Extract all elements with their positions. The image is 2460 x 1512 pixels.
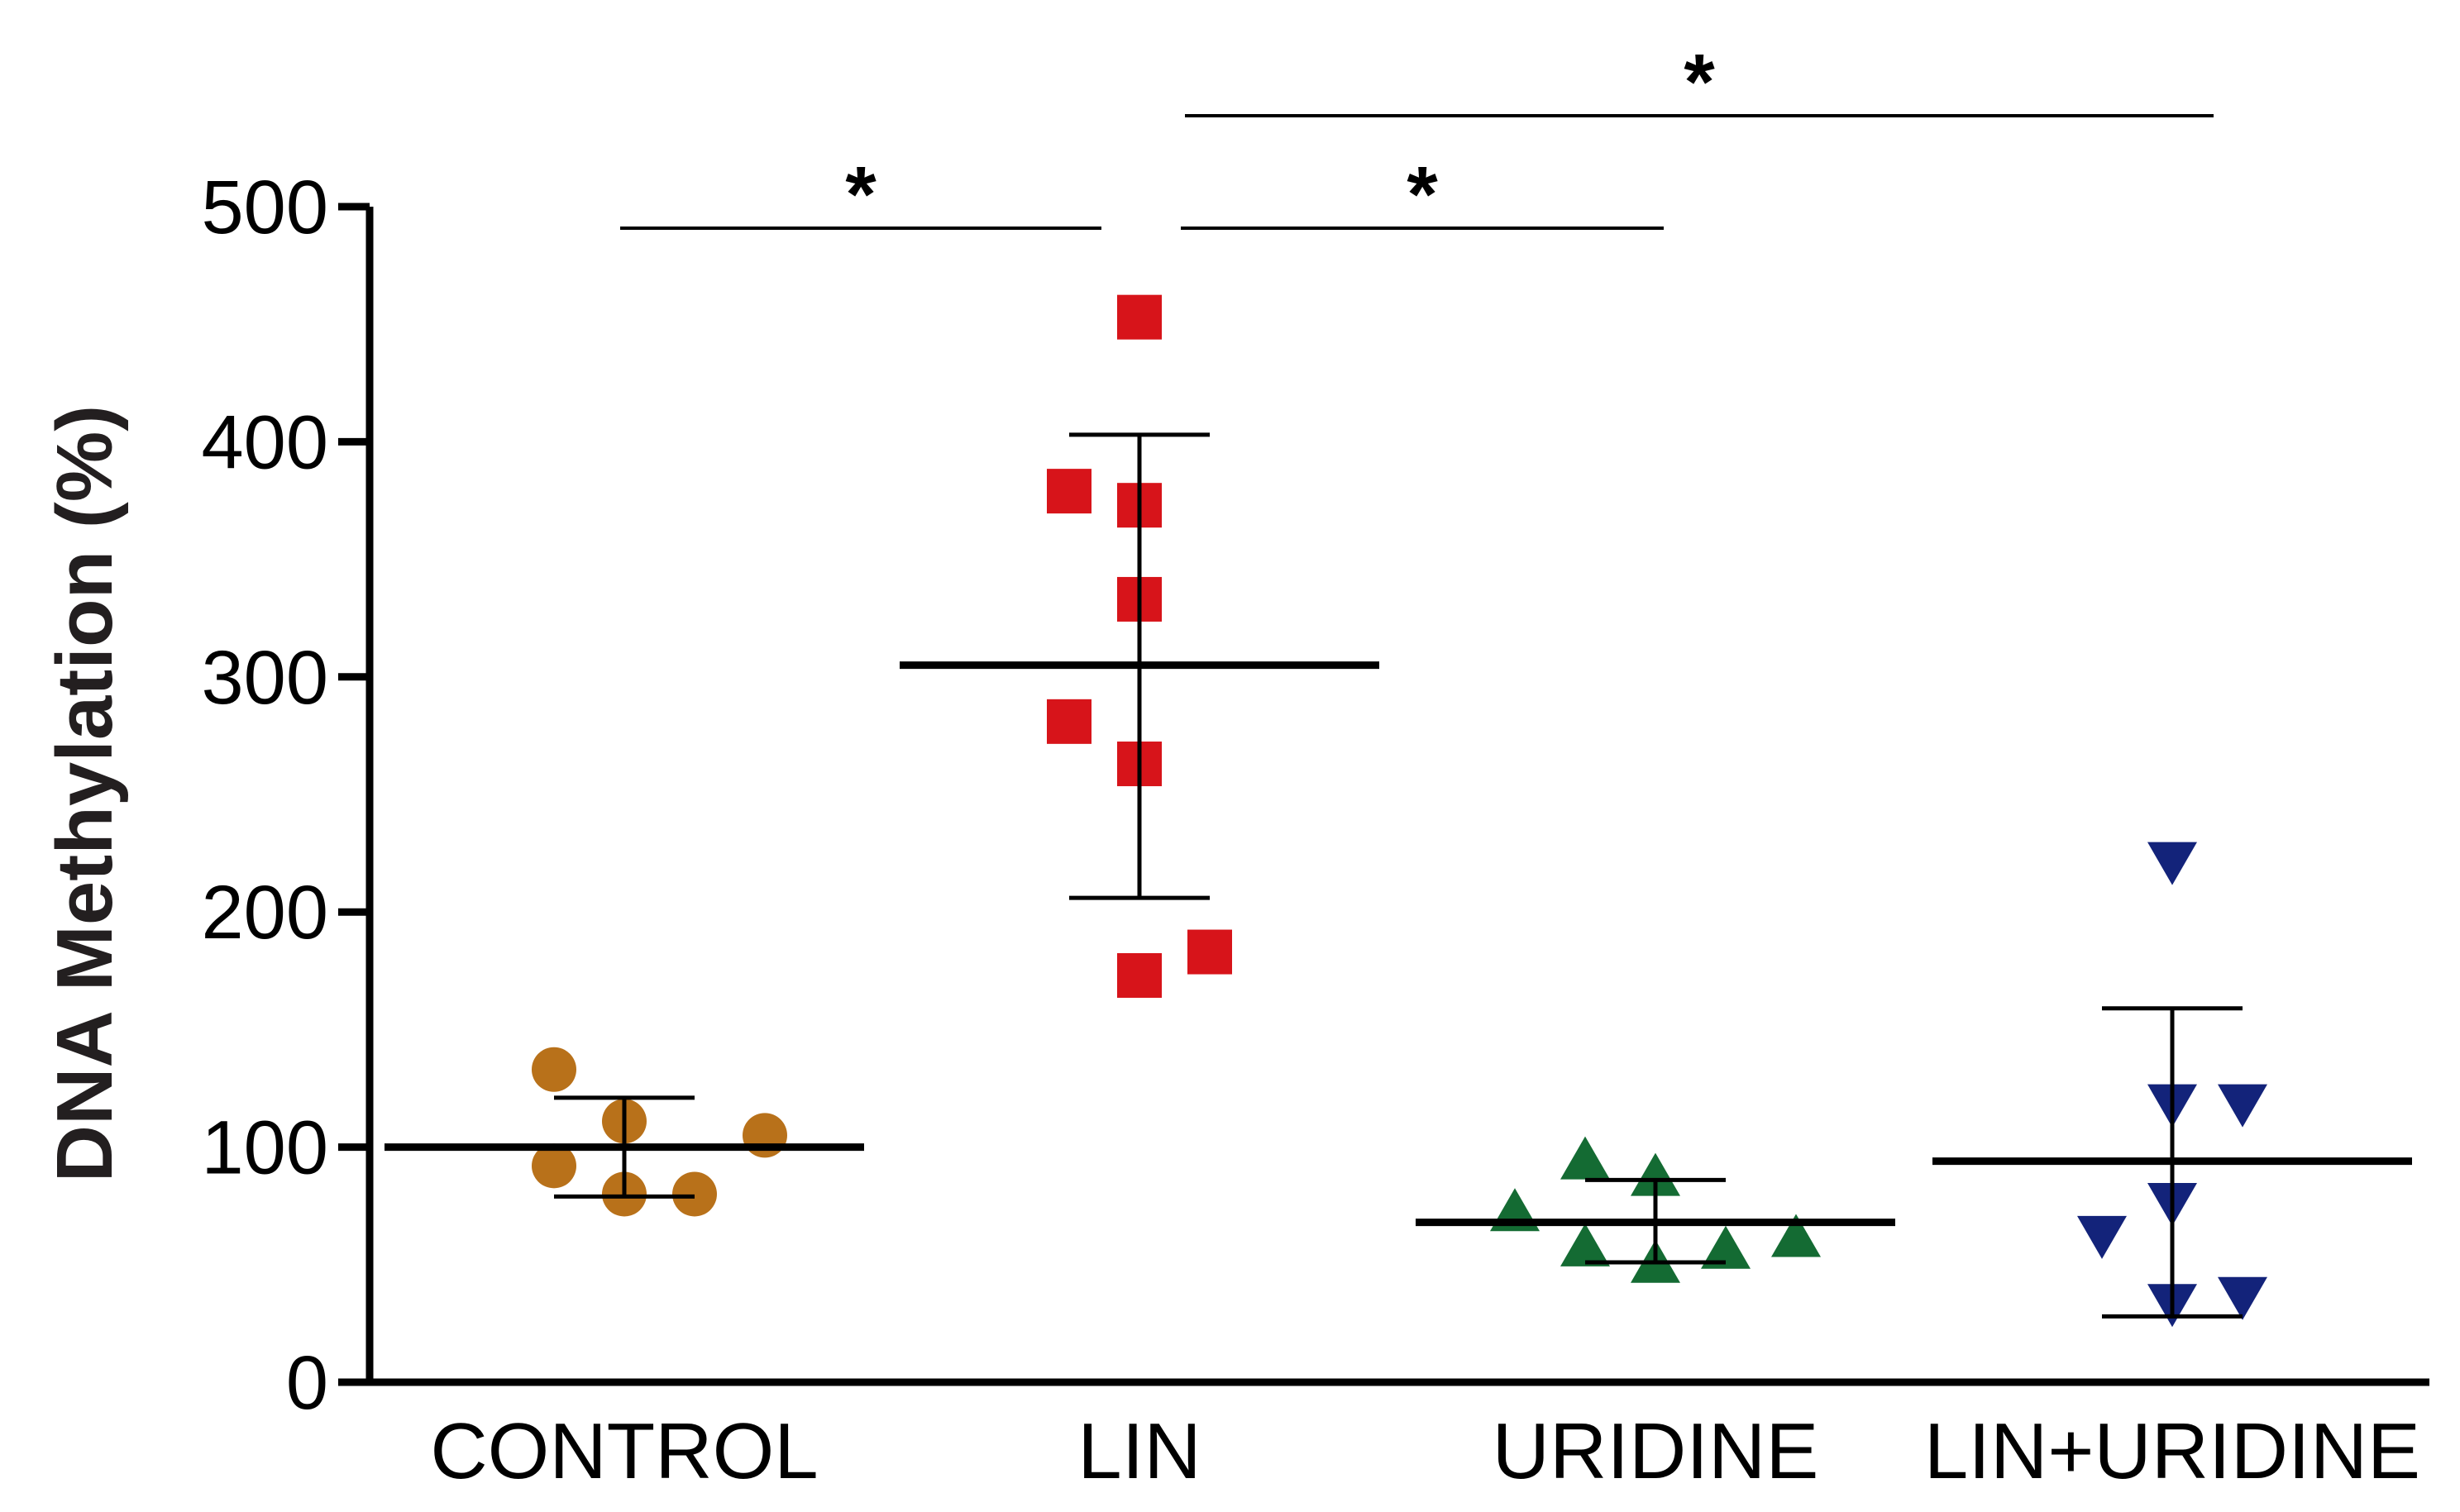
axes [365,207,2429,1386]
y-tick-label: 200 [202,870,329,955]
data-point-circle [532,1047,576,1092]
significance-marker: * [845,150,877,239]
data-point-square [1117,952,1162,998]
data-point-square [1047,469,1091,514]
y-tick-label: 500 [202,165,329,250]
x-category-label: LIN+URIDINE [1924,1407,2420,1495]
data-point-triangle-down [2077,1215,2127,1259]
y-axis-title: DNA Methylation (%) [41,405,129,1182]
x-category-label: URIDINE [1493,1407,1819,1495]
significance-marker: * [1407,150,1438,239]
data-point-triangle-down [2147,842,2197,885]
data-point-square [1117,294,1162,340]
data-point-triangle-up [1631,1152,1680,1196]
data-point-square [1187,929,1232,975]
x-category-label: CONTROL [430,1407,818,1495]
y-tick-label: 400 [202,400,329,484]
data-point-circle [532,1143,576,1189]
significance-marker: * [1684,38,1715,126]
data-point-triangle-down [2218,1276,2267,1320]
significance-brackets: * * * [620,38,2214,239]
data-point-triangle-up [1701,1225,1751,1269]
mean-and-error-bars [385,432,2412,1319]
y-tick-label: 100 [202,1106,329,1190]
y-tick-label: 300 [202,636,329,720]
data-point-square [1047,699,1091,744]
y-tick-label: 0 [286,1341,328,1425]
data-point-triangle-down [2218,1084,2267,1128]
data-point-triangle-up [1560,1223,1610,1266]
y-ticks: 0 100 200 300 400 500 [202,165,370,1425]
data-point-triangle-up [1560,1136,1610,1180]
x-category-label: LIN [1077,1407,1201,1495]
data-point-triangle-up [1771,1214,1821,1257]
data-points [532,294,2267,1328]
data-point-circle [672,1171,717,1217]
x-category-labels: CONTROL LIN URIDINE LIN+URIDINE [430,1407,2420,1495]
data-point-circle [743,1113,787,1158]
